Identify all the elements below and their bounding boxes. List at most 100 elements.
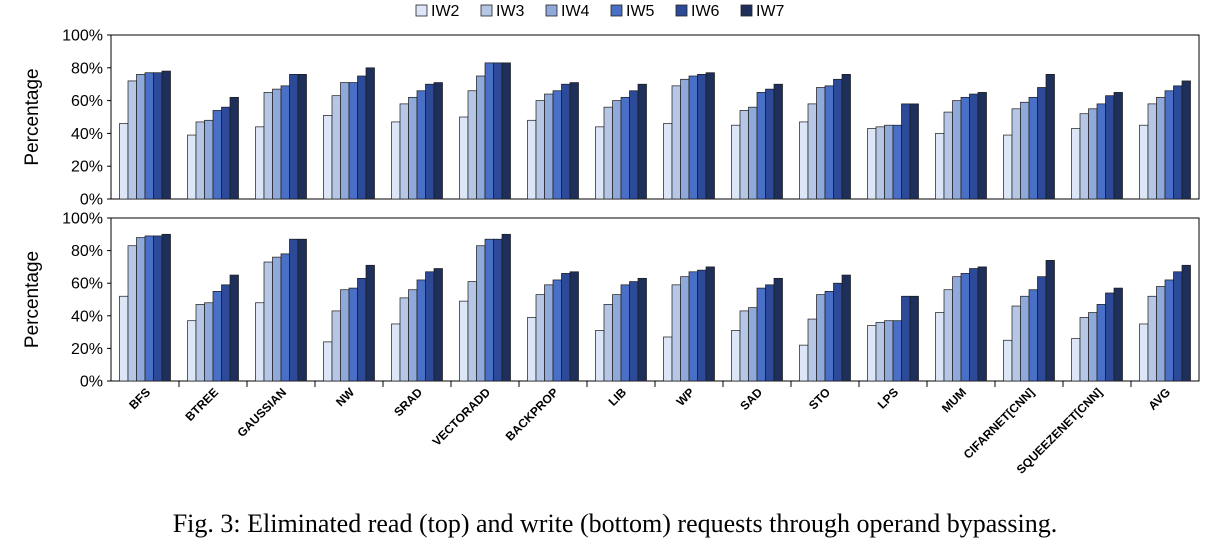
bar-iw6: [561, 273, 571, 382]
bar-iw6: [289, 74, 299, 200]
bar-iw4: [748, 106, 758, 200]
bar-iw7: [1181, 264, 1191, 382]
y-axis-label: Percentage: [22, 68, 43, 165]
bar-iw5: [688, 271, 698, 382]
bar-iw7: [433, 82, 443, 200]
bar-iw4: [1088, 108, 1098, 200]
bar-iw2: [595, 126, 605, 200]
legend-label-iw7: IW7: [756, 3, 785, 20]
bar-iw3: [331, 95, 341, 200]
legend-swatch-iw2: [415, 4, 428, 17]
bar-iw2: [663, 123, 673, 200]
bar-iw3: [127, 80, 137, 200]
bar-iw4: [272, 256, 282, 382]
legend-swatch-iw4: [545, 4, 558, 17]
y-tick-label: 20%: [71, 341, 103, 358]
bar-iw7: [705, 72, 715, 200]
bar-iw6: [357, 277, 367, 382]
bar-iw5: [1096, 103, 1106, 200]
bar-iw3: [1147, 103, 1157, 200]
bar-iw3: [331, 310, 341, 382]
bar-iw5: [144, 72, 154, 200]
bar-iw7: [569, 82, 579, 200]
bar-iw2: [595, 330, 605, 382]
bar-iw3: [1079, 317, 1089, 382]
bar-iw4: [408, 289, 418, 382]
bar-iw2: [459, 300, 469, 382]
bar-iw7: [569, 271, 579, 382]
bar-iw4: [748, 307, 758, 382]
chart-legend: IW2 IW3 IW4 IW5 IW6 IW7: [415, 3, 785, 20]
bar-iw6: [357, 75, 367, 200]
bar-iw5: [1096, 304, 1106, 382]
bar-iw5: [348, 287, 358, 382]
bar-iw6: [1037, 87, 1047, 200]
bar-iw2: [119, 295, 129, 382]
bar-iw5: [416, 90, 426, 200]
bar-iw6: [221, 284, 231, 382]
bar-iw6: [833, 282, 843, 382]
y-axis-label: Percentage: [22, 251, 43, 348]
bar-iw2: [1071, 338, 1081, 382]
bar-iw7: [1113, 92, 1123, 200]
bar-iw4: [204, 302, 214, 382]
bar-iw7: [773, 83, 783, 200]
legend-swatch-iw7: [740, 4, 753, 17]
bar-iw6: [765, 284, 775, 382]
bar-iw6: [697, 269, 707, 382]
bar-iw5: [552, 90, 562, 200]
bar-iw7: [637, 83, 647, 200]
bar-iw3: [671, 284, 681, 382]
bar-iw7: [501, 62, 511, 200]
x-category-label: LIB: [606, 385, 630, 409]
bar-iw5: [280, 253, 290, 382]
bar-iw3: [1079, 113, 1089, 200]
bar-iw6: [561, 83, 571, 200]
y-tick-label: 0%: [80, 374, 103, 391]
bar-iw5: [688, 75, 698, 200]
legend-label-iw4: IW4: [561, 3, 590, 20]
bar-iw7: [841, 74, 851, 200]
bar-iw5: [892, 124, 902, 200]
bar-iw7: [977, 266, 987, 382]
bar-iw2: [527, 317, 537, 382]
legend-swatch-iw6: [675, 4, 688, 17]
bar-iw3: [263, 261, 273, 382]
bar-iw2: [799, 344, 809, 382]
bar-iw4: [680, 276, 690, 382]
bar-iw3: [535, 100, 545, 200]
legend-label-iw2: IW2: [431, 3, 460, 20]
bar-iw7: [161, 70, 171, 200]
bar-iw3: [1011, 305, 1021, 382]
bar-iw5: [1164, 279, 1174, 382]
x-category-label: BTREE: [182, 385, 221, 424]
bar-iw2: [527, 119, 537, 200]
bar-iw4: [816, 87, 826, 200]
bar-iw3: [739, 110, 749, 200]
bar-iw3: [671, 85, 681, 200]
bar-iw5: [484, 62, 494, 200]
bar-iw2: [323, 115, 333, 200]
bar-iw4: [884, 320, 894, 382]
y-tick-label: 0%: [80, 192, 103, 209]
bar-iw2: [867, 325, 877, 382]
x-category-label: CIFARNET[CNN]: [961, 385, 1037, 461]
bar-iw6: [833, 78, 843, 200]
bar-iw2: [1071, 128, 1081, 200]
bar-iw7: [1181, 80, 1191, 200]
bar-iw3: [535, 294, 545, 382]
bar-iw6: [1037, 276, 1047, 382]
y-tick-label: 60%: [71, 276, 103, 293]
bar-iw5: [348, 82, 358, 200]
bar-iw3: [603, 106, 613, 200]
bar-iw3: [399, 297, 409, 382]
bar-iw5: [824, 291, 834, 382]
bar-iw6: [901, 103, 911, 200]
bar-iw7: [365, 67, 375, 200]
bar-iw7: [977, 92, 987, 200]
bar-iw3: [739, 310, 749, 382]
bar-iw4: [204, 119, 214, 200]
bar-iw3: [467, 90, 477, 200]
bar-iw2: [731, 124, 741, 200]
